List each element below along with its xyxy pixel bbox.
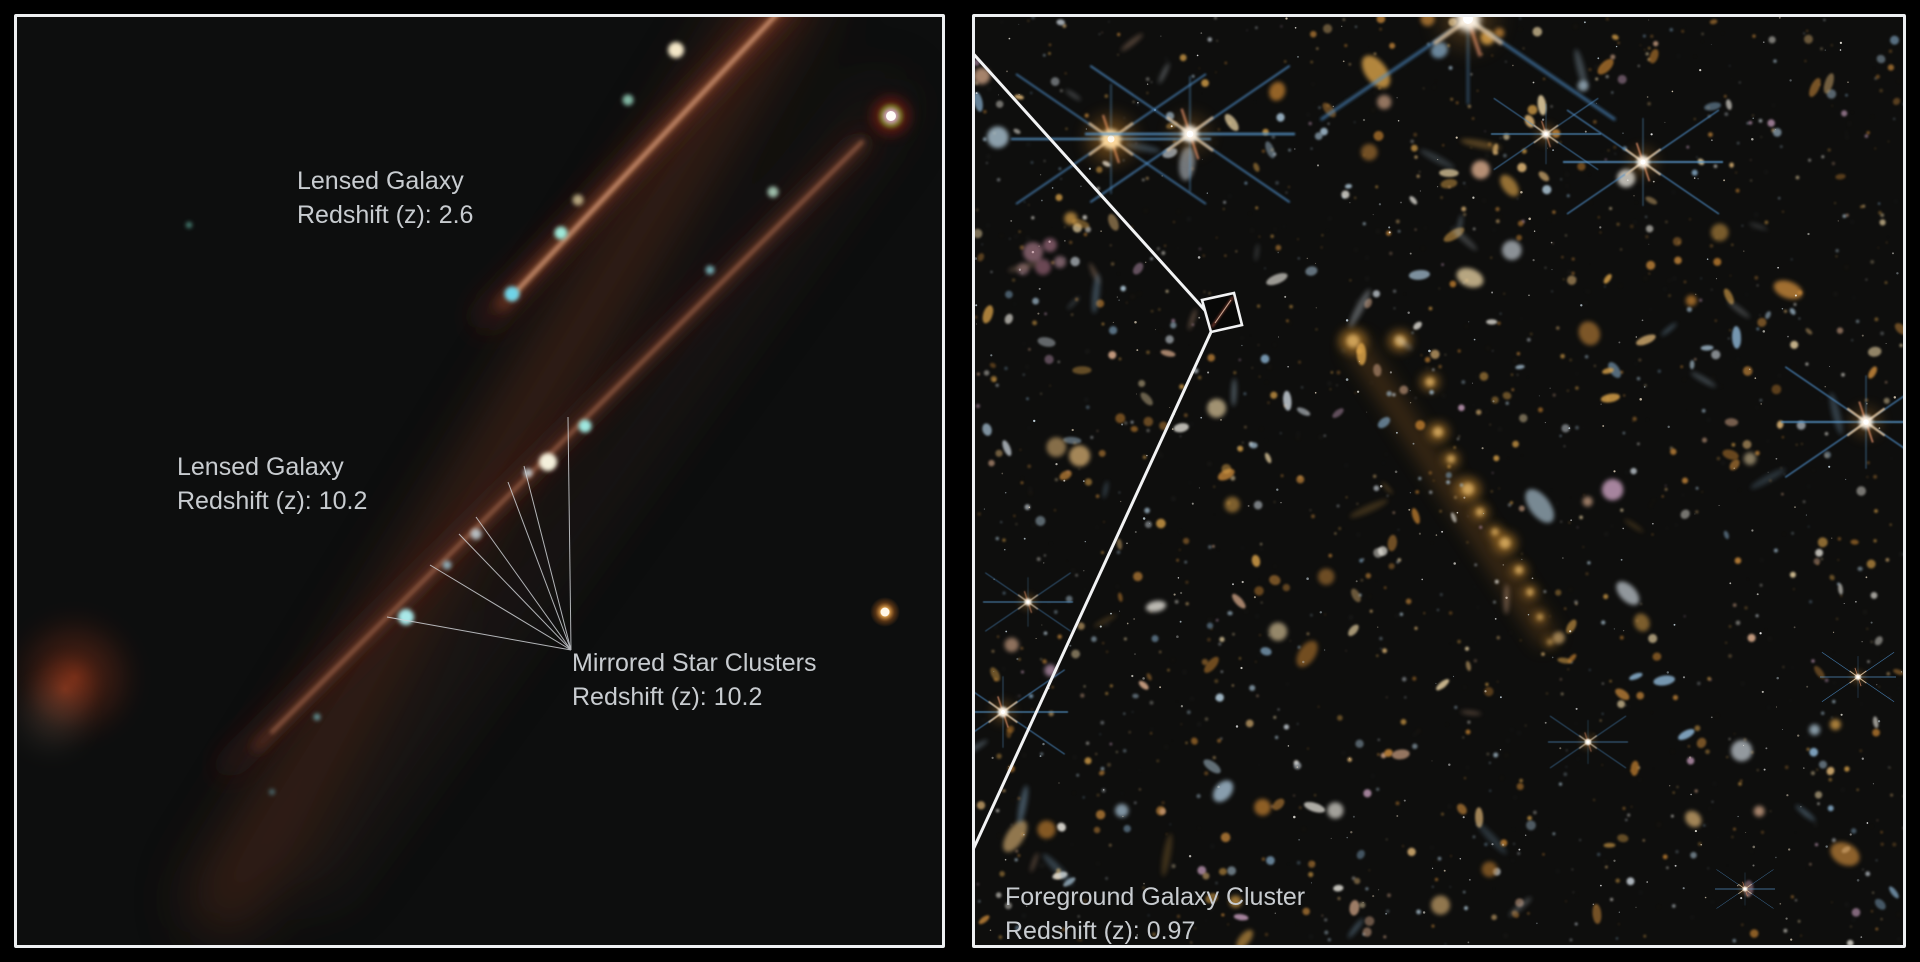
- svg-text:Lensed Galaxy: Lensed Galaxy: [297, 167, 464, 195]
- svg-text:Redshift (z): 10.2: Redshift (z): 10.2: [572, 683, 762, 711]
- svg-text:Redshift (z): 0.97: Redshift (z): 0.97: [1005, 917, 1195, 945]
- svg-text:Foreground Galaxy Cluster: Foreground Galaxy Cluster: [1005, 883, 1305, 911]
- svg-text:Lensed Galaxy: Lensed Galaxy: [177, 453, 344, 481]
- svg-text:Mirrored Star Clusters: Mirrored Star Clusters: [572, 649, 817, 677]
- svg-text:Redshift (z): 10.2: Redshift (z): 10.2: [177, 487, 367, 515]
- svg-text:Redshift (z): 2.6: Redshift (z): 2.6: [297, 201, 473, 229]
